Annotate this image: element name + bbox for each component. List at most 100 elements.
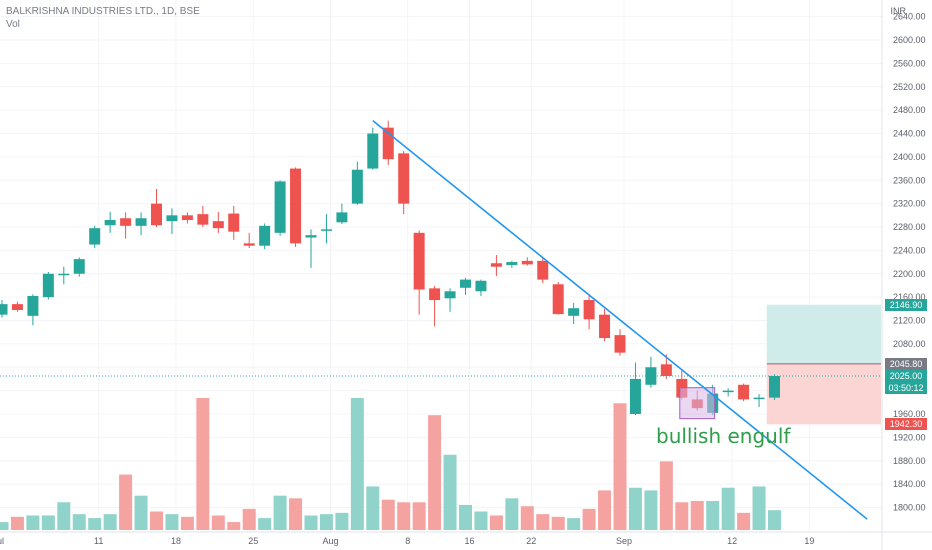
volume-bar [567, 518, 581, 530]
candle-body [629, 378, 641, 414]
position-tool[interactable] [766, 304, 881, 425]
candle-body [660, 364, 672, 377]
volume-bar [304, 515, 318, 530]
time-axis[interactable]: Jul 11 18 25 Aug 8 16 22 Sep 12 19 [0, 531, 932, 546]
chart-grid [0, 0, 882, 532]
price-tick-label: 2080.00 [893, 339, 926, 349]
candle-body [475, 280, 487, 292]
candle-body [614, 335, 626, 353]
candle-body [320, 229, 332, 231]
volume-bar [768, 510, 781, 530]
volume-bar [211, 515, 225, 530]
candle-body [382, 127, 394, 160]
candle-body [336, 212, 348, 223]
candle-body [537, 260, 549, 280]
time-tick-label: Aug [322, 536, 338, 546]
candle-body [722, 390, 734, 393]
reference-price-tag: 2045.80 [885, 357, 927, 370]
candle-body [583, 300, 595, 320]
last-price-value: 2025.00 [889, 371, 923, 382]
candle-body [398, 153, 410, 204]
candle-body [259, 225, 271, 246]
drawings[interactable] [0, 120, 882, 520]
volume-bar [26, 515, 40, 530]
candle-body [367, 133, 379, 169]
volume-bar [273, 495, 287, 530]
volume-label[interactable]: Vol [6, 19, 20, 30]
volume-bar [675, 502, 689, 530]
time-tick-label: 16 [464, 536, 474, 546]
volume-bar [350, 398, 364, 530]
volume-bar [335, 512, 349, 530]
time-tick-label: 8 [405, 536, 410, 546]
candle-body [151, 203, 162, 226]
volume-bar [119, 474, 133, 530]
candle-body [413, 232, 425, 290]
price-tick-label: 2480.00 [893, 105, 926, 115]
candle-body [228, 213, 240, 232]
pattern-highlight-box [679, 387, 716, 420]
price-tick-label: 2640.00 [893, 12, 926, 22]
volume-bar [72, 514, 86, 530]
target-zone [766, 304, 881, 364]
volume-bar [381, 499, 395, 530]
target-price-tag: 2146.90 [885, 298, 927, 311]
volume-bar [474, 511, 488, 530]
volume-bar [0, 522, 9, 530]
candle-body [166, 215, 178, 222]
candle-body [521, 260, 533, 265]
volume-bar [103, 514, 117, 530]
candle-body [181, 215, 193, 220]
candle-body [197, 214, 209, 225]
candle-body [120, 218, 132, 226]
price-axis[interactable]: 1800.001840.001880.001920.001960.002000.… [881, 0, 926, 550]
volume-bar [536, 514, 550, 530]
volume-bars [0, 398, 781, 530]
candle-body [243, 243, 255, 246]
candle-body [58, 273, 70, 276]
time-tick-label: Jul [0, 536, 4, 546]
candle-body [738, 384, 750, 400]
stop-price-tag: 1942.30 [885, 418, 927, 431]
candlestick-series [0, 120, 780, 416]
candle-body [444, 291, 456, 299]
volume-bar [397, 502, 411, 530]
volume-bar [180, 516, 194, 530]
volume-bar [459, 504, 472, 530]
candle-body [42, 273, 54, 298]
annotation-text[interactable]: bullish engulf [656, 424, 791, 448]
volume-bar [644, 490, 658, 530]
price-tick-label: 2560.00 [893, 58, 926, 68]
volume-bar [10, 516, 24, 530]
time-tick-label: 22 [526, 536, 536, 546]
candle-body [769, 376, 780, 398]
stop-zone [766, 363, 881, 425]
candle-body [552, 284, 564, 315]
price-tick-label: 2400.00 [893, 152, 926, 162]
candle-body [290, 168, 302, 244]
candle-body [0, 304, 8, 315]
volume-bar [165, 514, 179, 530]
volume-bar [613, 403, 627, 530]
volume-bar [737, 512, 751, 530]
last-price-tag: 2025.00 03:50:12 [885, 370, 927, 395]
candle-body [11, 304, 23, 310]
price-tick-label: 1800.00 [893, 503, 926, 513]
volume-bar [319, 514, 333, 530]
price-tick-label: 1960.00 [893, 409, 926, 419]
volume-bar [582, 508, 596, 530]
volume-bar [721, 487, 735, 530]
volume-bar [598, 490, 612, 530]
time-tick-label: Sep [616, 536, 632, 546]
volume-bar [412, 502, 426, 530]
symbol-title[interactable]: BALKRISHNA INDUSTRIES LTD., 1D, BSE [6, 6, 200, 17]
price-tick-label: 2520.00 [893, 82, 926, 92]
time-tick-label: 25 [248, 536, 258, 546]
price-tick-label: 2160.00 [893, 292, 926, 302]
price-tick-label: 2440.00 [893, 129, 926, 139]
candle-body [645, 367, 657, 385]
candle-body [490, 263, 502, 267]
volume-bar [196, 398, 210, 530]
candle-body [753, 397, 765, 400]
